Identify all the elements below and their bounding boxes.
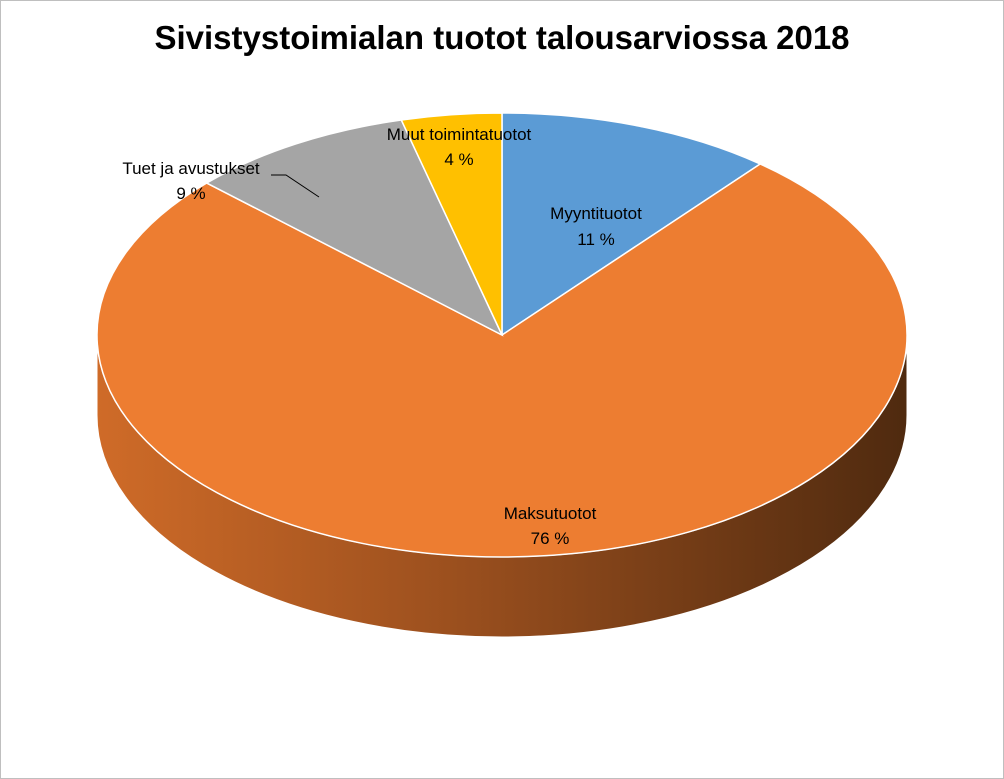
- pie-slice-maksutuotot: [96, 163, 908, 558]
- slice-percent-muut-toimintatuotot: 4 %: [444, 150, 473, 169]
- chart-title: Sivistystoimialan tuotot talousarviossa …: [154, 19, 850, 56]
- slice-name-tuet-ja-avustukset: Tuet ja avustukset: [122, 159, 260, 178]
- slice-percent-myyntituotot: 11 %: [577, 230, 615, 249]
- slice-name-myyntituotot: Myyntituotot: [550, 204, 642, 223]
- pie-slice-tuet-ja-avustukset: [205, 119, 504, 337]
- slice-percent-maksutuotot: 76 %: [531, 529, 570, 548]
- slice-name-muut-toimintatuotot: Muut toimintatuotot: [387, 125, 532, 144]
- pie-slice-myyntituotot: [501, 112, 762, 337]
- slice-percent-tuet-ja-avustukset: 9 %: [176, 184, 205, 203]
- leader-line-tuet-ja-avustukset: [271, 174, 320, 198]
- pie-slice-muut-toimintatuotot: [400, 112, 503, 336]
- slice-name-maksutuotot: Maksutuotot: [504, 504, 597, 523]
